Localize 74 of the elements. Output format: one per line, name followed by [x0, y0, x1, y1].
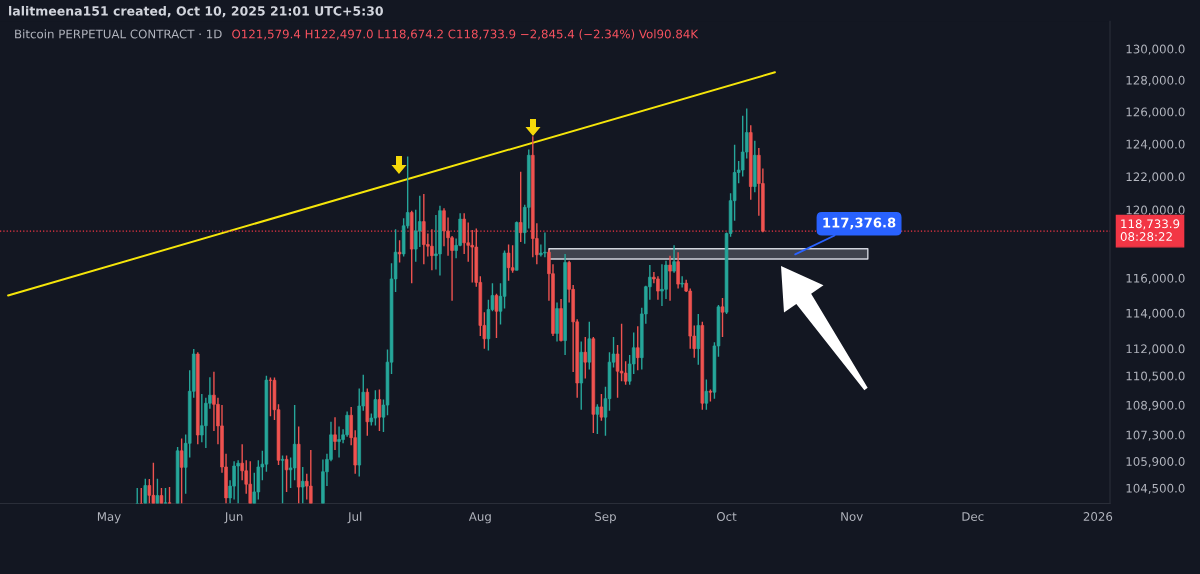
candlestick	[720, 297, 725, 338]
candlestick	[660, 263, 664, 307]
candlestick	[583, 336, 588, 380]
candlestick	[397, 239, 402, 264]
candlestick	[676, 251, 680, 290]
candlestick	[300, 466, 305, 504]
candlestick	[462, 212, 466, 255]
candlestick	[543, 231, 547, 259]
candlestick	[309, 449, 313, 504]
x-tick-label: Sep	[595, 512, 616, 524]
text: lalitmeena151 created, Oct 10, 2025 21:01 UTC+5:30	[9, 5, 383, 18]
candlestick	[151, 462, 156, 504]
candlestick	[333, 416, 337, 451]
candlestick	[704, 378, 709, 411]
candlestick	[595, 403, 600, 435]
candlestick	[506, 243, 511, 282]
x-tick-label: Aug	[468, 512, 491, 524]
y-tick-label: 122,000.0	[1126, 172, 1185, 183]
annotation: 117,376.8	[823, 217, 896, 230]
y-tick-label: 130,000.0	[1126, 44, 1185, 55]
candlestick	[656, 275, 660, 301]
candlestick	[672, 244, 676, 274]
candlestick	[422, 193, 426, 265]
x-tick-label: 2026	[1083, 512, 1113, 521]
candlestick	[587, 321, 592, 371]
y-tick-label: 116,000.0	[1126, 273, 1185, 284]
candlestick	[155, 478, 160, 504]
candlestick	[599, 393, 604, 422]
candlestick	[623, 360, 628, 386]
y-tick-label: 114,000.0	[1126, 308, 1185, 319]
candlestick	[268, 376, 273, 417]
text: Bitcoin PERPETUAL CONTRACT · 1D	[15, 29, 222, 39]
candlestick	[200, 393, 204, 444]
candlestick	[143, 478, 148, 504]
y-tick-label: 112,000.0	[1126, 344, 1185, 355]
y-tick-label: 120,000.0	[1126, 205, 1185, 216]
candlestick	[668, 254, 672, 302]
candlestick	[680, 275, 684, 289]
candlestick	[179, 437, 184, 504]
candlestick	[337, 425, 341, 459]
y-tick-label: 104,500.0	[1126, 483, 1185, 494]
candlestick	[518, 170, 523, 243]
candlestick	[430, 228, 434, 271]
candlestick	[147, 478, 152, 504]
y-tick-label: 128,000.0	[1126, 75, 1185, 86]
candlestick	[236, 459, 240, 504]
text: O121,579.4 H122,497.0 L118,674.2 C118,733.9 −2,845.4 (−2.34%) Vol90.84K	[232, 29, 699, 40]
candlestick	[377, 388, 382, 432]
candlestick	[292, 404, 297, 482]
x-tick-label: Jun	[224, 512, 243, 524]
candlestick	[284, 454, 289, 493]
x-tick-label: May	[97, 512, 121, 524]
y-tick-label: 110,500.0	[1126, 371, 1185, 382]
y-tick-label: 124,000.0	[1126, 139, 1185, 150]
candlestick	[494, 293, 499, 339]
candlestick	[373, 389, 378, 427]
x-tick-label: Dec	[962, 512, 984, 521]
candlestick	[240, 443, 244, 482]
candlestick	[248, 460, 253, 504]
x-tick-label: Nov	[841, 512, 863, 521]
x-tick-label: Jul	[347, 511, 362, 524]
y-tick-label: 107,300.0	[1126, 430, 1185, 441]
y-tick-label: 126,000.0	[1126, 107, 1185, 118]
ref-line-label: 118,733.9 08:28:22	[1120, 219, 1180, 241]
candlestick	[418, 194, 422, 248]
candlestick	[619, 322, 624, 382]
y-tick-label: 105,900.0	[1126, 457, 1185, 468]
candlestick	[696, 313, 701, 366]
candlestick	[232, 460, 236, 501]
candlestick	[510, 244, 515, 274]
candlestick	[635, 325, 640, 371]
y-tick-label: 108,900.0	[1126, 400, 1185, 411]
candlestick	[280, 454, 285, 504]
x-tick-label: Oct	[717, 512, 737, 521]
